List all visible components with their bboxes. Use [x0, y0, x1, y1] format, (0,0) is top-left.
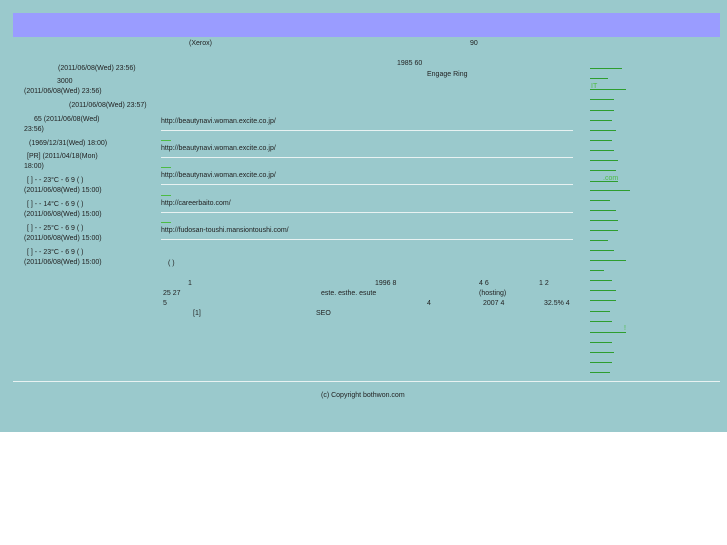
right-link-line[interactable]	[590, 160, 618, 161]
left-entry-3-date: 23:56)	[24, 126, 44, 133]
para-r1c3: 4 6	[479, 280, 489, 287]
footer-copyright: (c) Copyright bothwon.com	[321, 392, 405, 399]
right-link-line[interactable]	[590, 290, 616, 291]
right-link-line[interactable]	[590, 99, 614, 100]
main-paren: ( )	[168, 260, 175, 267]
right-link-line[interactable]	[590, 270, 604, 271]
right-link-line[interactable]	[590, 140, 612, 141]
main-divider	[161, 184, 573, 185]
left-entry-7-date: (2011/06/08(Wed) 15:00)	[24, 211, 102, 218]
right-link-line[interactable]	[590, 260, 626, 261]
right-link-line[interactable]	[590, 220, 618, 221]
right-link-line[interactable]	[590, 110, 614, 111]
para-r4c1: [1]	[193, 310, 201, 317]
main-divider	[161, 130, 573, 131]
main-url-0[interactable]: http://beautynavi.woman.excite.co.jp/	[161, 118, 276, 125]
main-url-1[interactable]: http://beautynavi.woman.excite.co.jp/	[161, 145, 276, 152]
para-r2c3: (hosting)	[479, 290, 507, 297]
right-link-line[interactable]	[590, 68, 622, 69]
right-link-excl[interactable]: !	[624, 325, 626, 332]
para-r1c1: 1	[188, 280, 192, 287]
right-link-line[interactable]	[590, 311, 610, 312]
header-banner	[13, 13, 720, 37]
main-divider	[161, 239, 573, 240]
right-link-line[interactable]	[590, 190, 630, 191]
para-r1c4: 1 2	[539, 280, 549, 287]
header-note-left: (Xerox)	[189, 40, 212, 47]
para-r3c4: 32.5% 4	[544, 300, 570, 307]
para-r2c1: 25 27	[163, 290, 181, 297]
main-divider	[161, 212, 573, 213]
right-link-line[interactable]	[590, 321, 612, 322]
header-note-right: 90	[470, 40, 478, 47]
para-r4c2: SEO	[316, 310, 331, 317]
right-link-line[interactable]	[590, 89, 626, 90]
main-top-line2: Engage Ring	[427, 71, 468, 78]
left-entry-4: (1969/12/31(Wed) 18:00)	[29, 140, 108, 147]
right-link-line[interactable]	[590, 342, 612, 343]
right-link-line[interactable]	[590, 230, 618, 231]
left-entry-8: [ ] - - 25°C - 6 9 ( )	[27, 225, 84, 232]
para-r2c2: este. esthe. esute	[321, 290, 377, 297]
right-link-line[interactable]	[590, 372, 610, 373]
right-link-line[interactable]	[590, 181, 618, 182]
right-link-com[interactable]: .com	[603, 175, 619, 182]
para-r1c2: 1996 8	[375, 280, 397, 287]
main-short-link-line[interactable]	[161, 195, 171, 196]
left-entry-5-date: 18:00)	[24, 163, 44, 170]
right-link-line[interactable]	[590, 280, 612, 281]
right-link-it[interactable]: IT	[591, 83, 598, 90]
right-link-line[interactable]	[590, 300, 616, 301]
right-link-line[interactable]	[590, 200, 610, 201]
left-entry-1-date: (2011/06/08(Wed) 23:56)	[24, 88, 102, 95]
left-entry-8-date: (2011/06/08(Wed) 15:00)	[24, 235, 102, 242]
left-entry-3: 65 (2011/06/08(Wed)	[34, 116, 100, 123]
para-r3c1: 5	[163, 300, 167, 307]
page-background: (Xerox) 90 (2011/06/08(Wed) 23:56) 3000 …	[0, 0, 727, 432]
para-r3c2: 4	[427, 300, 431, 307]
main-short-link-line[interactable]	[161, 140, 171, 141]
main-url-4[interactable]: http://fudosan-toushi.mansiontoushi.com/	[161, 227, 289, 234]
right-link-line[interactable]	[590, 120, 612, 121]
right-link-line[interactable]	[590, 210, 616, 211]
right-link-line[interactable]	[590, 240, 608, 241]
main-url-2[interactable]: http://beautynavi.woman.excite.co.jp/	[161, 172, 276, 179]
main-top-line1: 1985 60	[397, 60, 423, 67]
right-link-line[interactable]	[590, 130, 616, 131]
main-divider	[161, 157, 573, 158]
right-link-line[interactable]	[590, 352, 614, 353]
main-short-link-line[interactable]	[161, 222, 171, 223]
left-entry-0: (2011/06/08(Wed) 23:56)	[58, 65, 136, 72]
right-link-line[interactable]	[590, 150, 614, 151]
main-short-link-line[interactable]	[161, 167, 171, 168]
right-link-line[interactable]	[590, 78, 608, 79]
right-link-line[interactable]	[590, 250, 614, 251]
para-r3c3: 2007 4	[483, 300, 505, 307]
main-url-3[interactable]: http://careerbaito.com/	[161, 200, 231, 207]
left-entry-5: [PR] (2011/04/18(Mon)	[27, 153, 98, 160]
left-entry-6-date: (2011/06/08(Wed) 15:00)	[24, 187, 102, 194]
left-entry-2: (2011/06/08(Wed) 23:57)	[69, 102, 147, 109]
left-entry-1: 3000	[57, 78, 73, 85]
right-link-line[interactable]	[590, 362, 612, 363]
left-entry-6: [ ] - - 23°C - 6 9 ( )	[27, 177, 84, 184]
left-entry-9-date: (2011/06/08(Wed) 15:00)	[24, 259, 102, 266]
right-link-line[interactable]	[590, 170, 616, 171]
footer-divider	[13, 381, 720, 382]
left-entry-7: [ ] - - 14°C - 6 9 ( )	[27, 201, 84, 208]
left-entry-9: [ ] - - 23°C - 6 9 ( )	[27, 249, 84, 256]
right-link-line[interactable]	[590, 332, 626, 333]
